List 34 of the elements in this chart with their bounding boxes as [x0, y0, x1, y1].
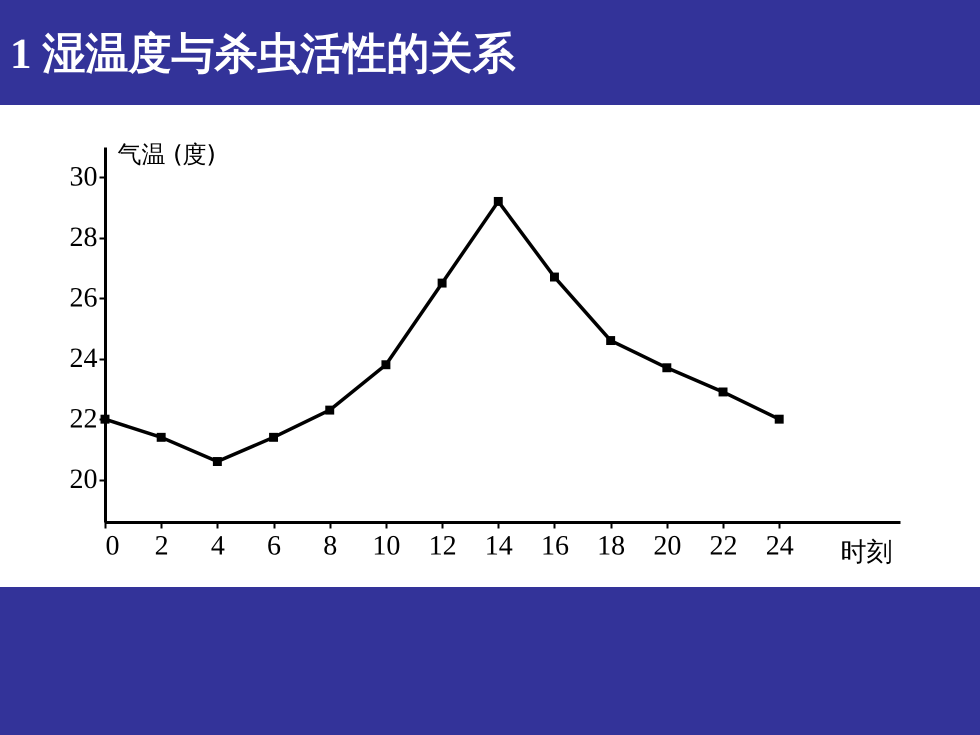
x-tick-label: 24: [766, 530, 794, 562]
point: [494, 196, 503, 206]
point: [156, 432, 166, 442]
x-tick-label: 12: [428, 530, 457, 562]
x-tick-label: 14: [484, 530, 513, 562]
point: [550, 272, 559, 282]
point: [606, 336, 616, 346]
y-axis-title: 气温 (度): [118, 140, 216, 168]
y-tick-label: 22: [70, 404, 98, 435]
x-tick-label: 8: [323, 530, 338, 562]
point: [269, 432, 278, 442]
x-tick-label: 6: [267, 530, 282, 562]
point: [662, 363, 672, 372]
x-tick-label: 20: [653, 530, 682, 562]
x-tick-label: 0: [106, 530, 120, 562]
y-tick-label: 26: [70, 282, 98, 314]
y-tick-label: 30: [70, 162, 98, 193]
x-tick-label: 22: [710, 530, 738, 562]
point: [718, 387, 728, 396]
chart-title: 1 湿温度与杀虫活性的关系: [10, 30, 516, 78]
point: [325, 406, 334, 415]
point: [212, 457, 222, 466]
x-tick-label: 16: [540, 530, 569, 562]
x-tick-label: 18: [597, 530, 626, 562]
point: [438, 278, 447, 288]
x-tick-label: 10: [372, 530, 400, 562]
point: [774, 414, 784, 424]
y-tick-label: 20: [70, 464, 98, 496]
x-tick-label: 4: [210, 530, 225, 562]
y-tick-label: 24: [70, 343, 98, 374]
y-tick-label: 28: [70, 222, 98, 254]
x-axis-title: 时刻: [840, 538, 892, 568]
point: [381, 360, 390, 370]
x-tick-label: 2: [154, 530, 169, 562]
